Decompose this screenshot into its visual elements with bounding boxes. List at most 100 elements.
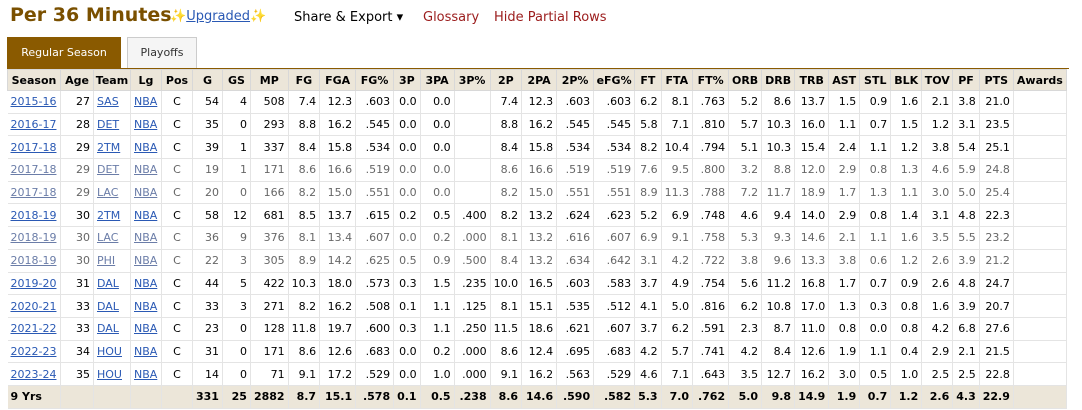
league-link[interactable]: NBA (134, 367, 158, 381)
table-cell: 1.2 (890, 249, 923, 273)
column-header[interactable]: 2P (489, 69, 523, 91)
league-link[interactable]: NBA (134, 254, 158, 268)
team-link[interactable]: LAC (97, 186, 119, 200)
table-cell: 5.4 (952, 135, 980, 160)
table-cell: 16.2 (319, 294, 357, 318)
team-link[interactable]: 2TM (97, 140, 121, 154)
column-header[interactable]: TOV (921, 69, 954, 91)
league-link[interactable]: NBA (134, 163, 158, 177)
team-link[interactable]: LAC (97, 231, 119, 245)
table-cell: 29 (60, 181, 94, 205)
team-link[interactable]: HOU (97, 367, 122, 381)
season-link[interactable]: 2017-18 (10, 163, 57, 177)
table-cell: 508 (250, 90, 289, 114)
column-header[interactable]: BLK (890, 69, 923, 91)
table-cell: 4.6 (921, 158, 954, 182)
team-link[interactable]: DAL (97, 299, 119, 313)
upgraded-link[interactable]: ✨Upgraded✨ (170, 9, 266, 24)
team-link[interactable]: DET (97, 118, 120, 132)
season-link[interactable]: 2018-19 (10, 231, 57, 245)
column-header[interactable]: DRB (761, 69, 796, 91)
team-link[interactable]: DAL (97, 276, 119, 290)
team-link[interactable]: SAS (97, 95, 119, 109)
season-link[interactable]: 2017-18 (10, 140, 57, 154)
league-link[interactable]: NBA (134, 186, 158, 200)
column-header[interactable]: PTS (978, 69, 1014, 91)
table-cell: 8.4 (490, 135, 523, 160)
table-cell: .603 (556, 90, 595, 114)
league-link[interactable]: NBA (134, 208, 158, 222)
column-header[interactable]: FT (634, 69, 662, 91)
column-header[interactable]: Awards (1012, 69, 1067, 91)
table-cell: 3.1 (921, 203, 954, 228)
column-header[interactable]: FG (287, 69, 321, 91)
table-cell: 5.0 (952, 181, 980, 205)
season-link[interactable]: 2015-16 (10, 95, 57, 109)
league-link[interactable]: NBA (134, 276, 158, 290)
column-header[interactable]: 3PA (419, 69, 455, 91)
column-header[interactable]: STL (859, 69, 892, 91)
column-header[interactable]: FT% (692, 69, 730, 91)
column-header[interactable]: Pos (161, 69, 193, 91)
column-header[interactable]: FGA (319, 69, 357, 91)
column-header[interactable]: MP (249, 69, 289, 91)
table-cell: 8.2 (288, 181, 321, 205)
season-link[interactable]: 2017-18 (10, 186, 57, 200)
column-header[interactable]: 3P% (453, 69, 491, 91)
column-header[interactable]: AST (828, 69, 861, 91)
table-cell: 31 (192, 340, 223, 364)
league-link[interactable]: NBA (134, 299, 158, 313)
league-link[interactable]: NBA (134, 140, 158, 154)
table-cell: 17.2 (319, 362, 357, 386)
column-header[interactable]: TRB (794, 69, 830, 91)
league-link[interactable]: NBA (134, 322, 158, 336)
team-link[interactable]: PHI (97, 254, 116, 268)
tab-regular-season[interactable]: Regular Season (7, 37, 121, 68)
league-link[interactable]: NBA (134, 95, 158, 109)
season-link[interactable]: 2021-22 (10, 322, 57, 336)
column-header[interactable]: 3P (393, 69, 421, 91)
season-link[interactable]: 2020-21 (10, 299, 57, 313)
column-header[interactable]: FTA (660, 69, 694, 91)
column-header[interactable]: Lg (130, 69, 162, 91)
column-header[interactable]: 2PA (521, 69, 558, 91)
table-cell: 15.0 (319, 181, 357, 205)
total-cell (161, 384, 193, 409)
table-cell: .683 (593, 340, 636, 364)
table-cell: 71 (250, 362, 289, 386)
column-header[interactable]: ORB (728, 69, 763, 91)
glossary-link[interactable]: Glossary (423, 10, 480, 25)
hide-partial-rows-link[interactable]: Hide Partial Rows (494, 10, 607, 25)
league-link[interactable]: NBA (134, 118, 158, 132)
team-link[interactable]: 2TM (97, 208, 121, 222)
season-link[interactable]: 2023-24 (10, 367, 57, 381)
team-link[interactable]: DAL (97, 322, 119, 336)
column-header[interactable]: 2P% (556, 69, 595, 91)
table-cell: .519 (355, 158, 395, 182)
table-cell: .810 (692, 113, 730, 137)
team-link[interactable]: DET (97, 163, 120, 177)
team-link[interactable]: HOU (97, 344, 122, 358)
season-link[interactable]: 2019-20 (10, 276, 57, 290)
column-header[interactable]: Team (93, 69, 131, 91)
season-link[interactable]: 2018-19 (10, 208, 57, 222)
column-header[interactable]: FG% (355, 69, 395, 91)
tab-playoffs[interactable]: Playoffs (127, 37, 197, 68)
league-link[interactable]: NBA (134, 344, 158, 358)
season-link[interactable]: 2022-23 (10, 344, 57, 358)
table-cell (1013, 135, 1067, 160)
share-export-button[interactable]: Share & Export ▾ (294, 10, 404, 25)
season-link[interactable]: 2016-17 (10, 118, 57, 132)
season-link[interactable]: 2018-19 (10, 254, 57, 268)
column-header[interactable]: PF (952, 69, 980, 91)
table-cell: 1.5 (828, 90, 861, 114)
column-header[interactable]: GS (221, 69, 251, 91)
column-header[interactable]: G (192, 69, 223, 91)
column-header[interactable]: Age (60, 69, 94, 91)
table-cell: 9.1 (490, 362, 523, 386)
total-cell: 0.5 (420, 384, 455, 409)
column-header[interactable]: eFG% (593, 69, 636, 91)
league-link[interactable]: NBA (134, 231, 158, 245)
column-header[interactable]: Season (7, 69, 61, 91)
table-cell: 25.1 (979, 135, 1014, 160)
